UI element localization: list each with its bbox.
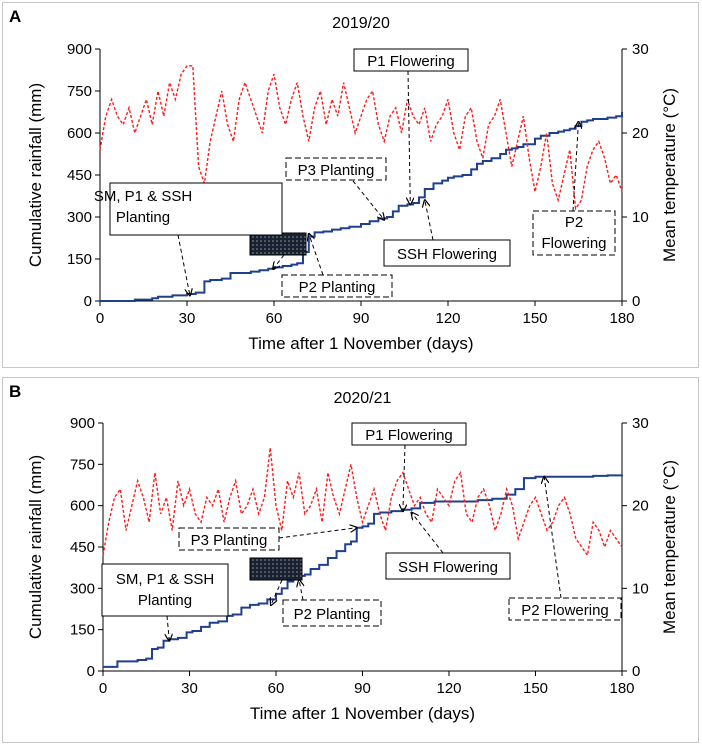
annotation-text: Planting xyxy=(116,209,170,226)
chart-title: 2020/21 xyxy=(334,390,392,407)
x-tick-label: 150 xyxy=(523,680,548,697)
annotation-text: Flowering xyxy=(541,235,606,252)
x-tick-label: 180 xyxy=(609,680,634,697)
annotation-arrow xyxy=(572,122,579,212)
y-tick-label: 450 xyxy=(67,167,92,184)
y-tick-label: 750 xyxy=(67,83,92,100)
annotation-box xyxy=(101,563,229,617)
y2-tick-label: 0 xyxy=(632,663,640,680)
temperature-line xyxy=(99,65,623,211)
y-tick-label: 750 xyxy=(70,456,95,473)
y2-axis-title: Mean temperature (°C) xyxy=(660,460,679,634)
annotation-text: SSH Flowering xyxy=(398,559,498,576)
chart-title: 2019/20 xyxy=(332,15,390,32)
x-tick-label: 60 xyxy=(268,680,285,697)
annotation-text: Planting xyxy=(138,592,192,609)
annotation-box xyxy=(508,597,622,621)
y2-tick-label: 20 xyxy=(632,125,649,142)
annotation-arrow xyxy=(352,180,384,220)
annotation-box xyxy=(532,210,616,256)
x-tick-label: 30 xyxy=(181,680,198,697)
annotation-text: P3 Planting xyxy=(298,162,375,179)
y2-tick-label: 10 xyxy=(632,580,649,597)
x-tick-label: 60 xyxy=(266,310,283,327)
temperature-line xyxy=(102,447,623,558)
dotted-block xyxy=(249,557,303,581)
panel-label: A xyxy=(9,7,22,26)
x-axis-title: Time after 1 November (days) xyxy=(250,704,475,723)
x-tick-label: 90 xyxy=(353,310,370,327)
y2-axis-title: Mean temperature (°C) xyxy=(660,88,679,262)
annotation-arrow xyxy=(278,528,357,539)
annotation-text: SM, P1 & SSH xyxy=(116,571,214,588)
annotation-box xyxy=(353,48,469,72)
panel-b: B 2020/21 0 150 300 450 600 750 900 0 10 20 30 0 30 60… xyxy=(2,377,699,743)
x-tick-label: 120 xyxy=(435,310,460,327)
dotted-block xyxy=(249,232,307,256)
rainfall-line xyxy=(103,474,623,668)
annotation-box xyxy=(281,274,393,298)
y2-tick-label: 30 xyxy=(632,415,649,432)
annotation-arrow xyxy=(177,234,190,295)
y-tick-label: 600 xyxy=(70,498,95,515)
y2-tick-label: 10 xyxy=(632,209,649,226)
annotation-arrow xyxy=(412,513,444,554)
x-tick-label: 30 xyxy=(179,310,196,327)
y-tick-label: 0 xyxy=(87,663,95,680)
y-tick-label: 900 xyxy=(70,415,95,432)
annotation-box xyxy=(383,239,511,267)
y-tick-label: 600 xyxy=(67,125,92,142)
panel-label: B xyxy=(9,382,22,401)
annotation-arrow xyxy=(408,70,410,204)
annotation-arrow xyxy=(425,200,434,241)
annotation-arrow xyxy=(309,234,324,276)
x-tick-label: 90 xyxy=(354,680,371,697)
annotation-box xyxy=(178,527,280,551)
x-tick-label: 120 xyxy=(436,680,461,697)
dotted-block-arrow xyxy=(273,254,285,269)
y-tick-label: 450 xyxy=(70,539,95,556)
y-tick-label: 300 xyxy=(67,209,92,226)
annotation-text: P3 Planting xyxy=(191,532,268,549)
y2-tick-label: 20 xyxy=(632,498,649,515)
annotation-text: P2 xyxy=(565,214,583,231)
annotation-box xyxy=(109,182,283,236)
y-axis-title: Cumulative rainfall (mm) xyxy=(26,83,45,267)
y-axis-title: Cumulative rainfall (mm) xyxy=(26,455,45,639)
y-tick-label: 150 xyxy=(67,251,92,268)
y2-tick-label: 30 xyxy=(632,41,649,58)
annotation-arrow xyxy=(299,580,303,601)
y2-tick-label: 0 xyxy=(632,293,640,310)
annotation-arrow xyxy=(544,477,562,599)
annotation-text: P2 Planting xyxy=(299,279,376,296)
y-tick-label: 150 xyxy=(70,622,95,639)
annotation-box xyxy=(282,599,382,627)
annotation-box xyxy=(351,422,467,446)
x-tick-label: 150 xyxy=(522,310,547,327)
y-tick-label: 0 xyxy=(84,293,92,310)
x-axis-title: Time after 1 November (days) xyxy=(248,334,473,353)
rainfall-line xyxy=(100,112,623,302)
annotation-text: P2 Planting xyxy=(294,606,371,623)
annotation-text: SSH Flowering xyxy=(397,246,497,263)
dotted-block-arrow xyxy=(271,579,283,605)
annotation-text: P2 Flowering xyxy=(521,602,609,619)
annotation-box xyxy=(285,157,387,181)
annotation-arrow xyxy=(167,615,169,641)
panel-a: A 2019/20 0 150 300 450 600 750 900 0 10 20 30 0 30 60… xyxy=(2,2,699,368)
x-tick-label: 0 xyxy=(99,680,107,697)
x-tick-label: 180 xyxy=(609,310,634,327)
y-tick-label: 300 xyxy=(70,580,95,597)
y-tick-label: 900 xyxy=(67,41,92,58)
annotation-text: SM, P1 & SSH xyxy=(94,188,192,205)
x-tick-label: 0 xyxy=(96,310,104,327)
annotation-text: P1 Flowering xyxy=(367,53,455,70)
annotation-box xyxy=(385,552,511,580)
annotation-text: P1 Flowering xyxy=(365,427,453,444)
